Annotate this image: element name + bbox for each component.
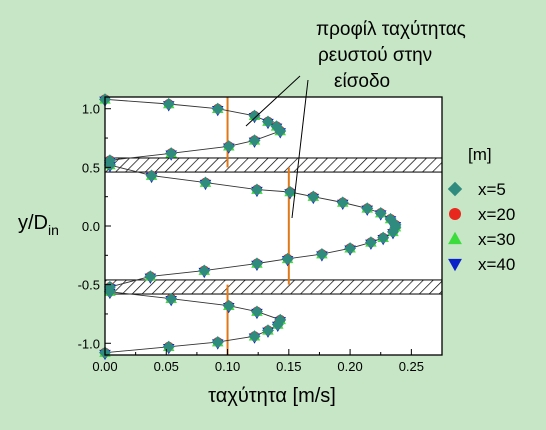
data-point [144, 270, 157, 283]
data-point [165, 292, 178, 305]
data-point [250, 257, 263, 270]
annotation-pointer-1 [245, 75, 301, 127]
x-tick-label: 0.10 [215, 359, 240, 374]
legend-item: x=30 [448, 230, 515, 249]
y-axis-label-main: y/D [18, 212, 48, 234]
y-axis-label-subscript: in [48, 222, 59, 238]
data-point [103, 159, 116, 172]
x-axis-ticks: 0.00 0.05 0.10 0.15 0.20 0.25 [92, 349, 443, 374]
x-tick-label: 0.05 [154, 359, 179, 374]
data-point [307, 190, 320, 203]
data-point [361, 202, 374, 215]
x-tick-label: 0.25 [399, 359, 424, 374]
data-point [344, 242, 357, 255]
data-point [248, 134, 261, 147]
data-point [103, 285, 116, 298]
legend-label: x=5 [478, 180, 506, 199]
legend-title: [m] [468, 145, 492, 164]
legend-item: x=20 [449, 205, 515, 224]
data-point [165, 147, 178, 160]
annotation: προφίλ ταχύτητας ρευστού στην είσοδο [245, 19, 466, 219]
data-point [222, 299, 235, 312]
data-point [222, 140, 235, 153]
data-point [248, 330, 261, 343]
data-point [261, 115, 274, 128]
data-point [250, 305, 263, 318]
legend-label: x=40 [478, 255, 515, 274]
y-axis-ticks: 1.0 0.5 0.0 -0.5 -1.0 [78, 102, 111, 351]
y-tick-label: 0.0 [82, 219, 100, 234]
data-point [248, 109, 261, 122]
legend-item: x=5 [447, 180, 506, 199]
data-point [199, 176, 212, 189]
legend: [m] x=5 x=20 x=30 x=40 [447, 145, 515, 274]
annotation-line-1: προφίλ ταχύτητας [316, 19, 466, 40]
data-point [377, 231, 390, 244]
hatched-wall-band [104, 279, 443, 295]
y-tick-label: 1.0 [82, 102, 100, 117]
y-tick-label: -0.5 [78, 278, 100, 293]
legend-marker [447, 181, 463, 197]
data-point [162, 340, 175, 353]
data-point [162, 98, 175, 111]
y-tick-label: 0.5 [82, 160, 100, 175]
legend-marker [448, 231, 462, 245]
y-tick-label: -1.0 [78, 336, 100, 351]
x-tick-label: 0.15 [276, 359, 301, 374]
data-points [99, 93, 402, 361]
data-point [198, 264, 211, 277]
x-tick-label: 0.20 [337, 359, 362, 374]
data-point [281, 252, 294, 265]
legend-marker [449, 208, 461, 220]
annotation-pointer-2 [291, 79, 309, 219]
legend-marker [448, 258, 462, 272]
data-point [374, 207, 387, 220]
y-axis-label: y/Din [18, 212, 59, 238]
data-point [271, 318, 284, 331]
legend-label: x=30 [478, 230, 515, 249]
data-point [145, 169, 158, 182]
plot-area [105, 97, 442, 355]
data-point [250, 183, 263, 196]
annotation-line-3: είσοδο [334, 71, 390, 92]
data-point [211, 336, 224, 349]
data-point [284, 185, 297, 198]
inlet-profile-lines [226, 97, 290, 355]
x-axis-label: ταχύτητα [m/s] [208, 385, 336, 407]
data-point [336, 196, 349, 209]
data-point [386, 225, 399, 238]
x-tick-label: 0.00 [92, 359, 117, 374]
data-point [364, 236, 377, 249]
hatched-wall-band [104, 157, 443, 173]
data-point [274, 125, 287, 138]
annotation-line-2: ρευστού στην [318, 45, 432, 66]
data-point [211, 102, 224, 115]
legend-label: x=20 [478, 205, 515, 224]
data-point [261, 324, 274, 337]
data-point [315, 248, 328, 261]
legend-items: x=5 x=20 x=30 x=40 [447, 180, 515, 274]
series-x=5 [99, 93, 402, 359]
legend-item: x=40 [448, 255, 515, 274]
